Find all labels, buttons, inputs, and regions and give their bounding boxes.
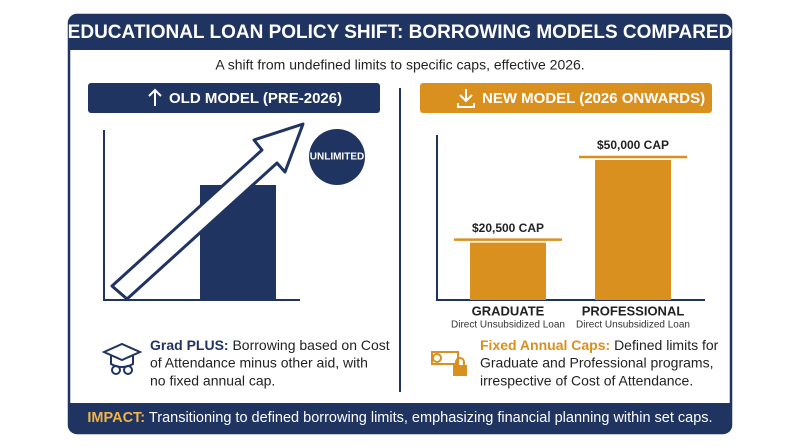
category-label: PROFESSIONAL xyxy=(582,303,685,318)
up-icon xyxy=(148,88,162,106)
download-icon xyxy=(457,89,475,108)
new-heading-bar xyxy=(420,83,712,113)
header-bar xyxy=(69,15,731,50)
footer-label: IMPACT: xyxy=(87,410,145,426)
new-description-line: Graduate and Professional programs, xyxy=(480,355,713,371)
diploma-icon xyxy=(431,351,467,376)
new-description-text: Defined limits for xyxy=(614,337,719,353)
category-sublabel: Direct Unsubsidized Loan xyxy=(576,320,690,331)
value-label: $20,500 CAP xyxy=(472,221,544,235)
badge xyxy=(309,129,365,185)
growth-arrow xyxy=(110,122,305,301)
grad-icon xyxy=(101,342,143,375)
new-heading: NEW MODEL (2026 ONWARDS) xyxy=(482,90,705,107)
category-label: GRADUATE xyxy=(472,303,545,318)
old-description-text: Borrowing based on Cost xyxy=(232,337,389,353)
bar xyxy=(470,242,546,300)
old-heading-bar xyxy=(88,83,380,113)
footer-bar xyxy=(69,403,731,433)
new-description-line: irrespective of Cost of Attendance. xyxy=(480,373,693,389)
old-description-line: Grad PLUS: Borrowing based on Cost xyxy=(150,337,390,353)
badge-text: UNLIMITED xyxy=(310,152,364,163)
old-description-label: Grad PLUS: xyxy=(150,337,229,353)
subtitle: A shift from undefined limits to specifi… xyxy=(215,57,584,73)
title: EDUCATIONAL LOAN POLICY SHIFT: BORROWING… xyxy=(68,22,733,43)
value-label: $50,000 CAP xyxy=(597,138,669,152)
old-heading: OLD MODEL (PRE-2026) xyxy=(169,90,342,107)
new-description-line: Fixed Annual Caps: Defined limits for xyxy=(480,337,719,353)
category-sublabel: Direct Unsubsidized Loan xyxy=(451,320,565,331)
bar xyxy=(595,160,671,300)
footer: IMPACT: Transitioning to defined borrowi… xyxy=(87,410,712,426)
old-description-line: of Attendance minus other aid, with xyxy=(150,355,368,371)
new-description-label: Fixed Annual Caps: xyxy=(480,337,610,353)
old-description-line: no fixed annual cap. xyxy=(150,373,275,389)
footer-text: Transitioning to defined borrowing limit… xyxy=(149,410,713,426)
